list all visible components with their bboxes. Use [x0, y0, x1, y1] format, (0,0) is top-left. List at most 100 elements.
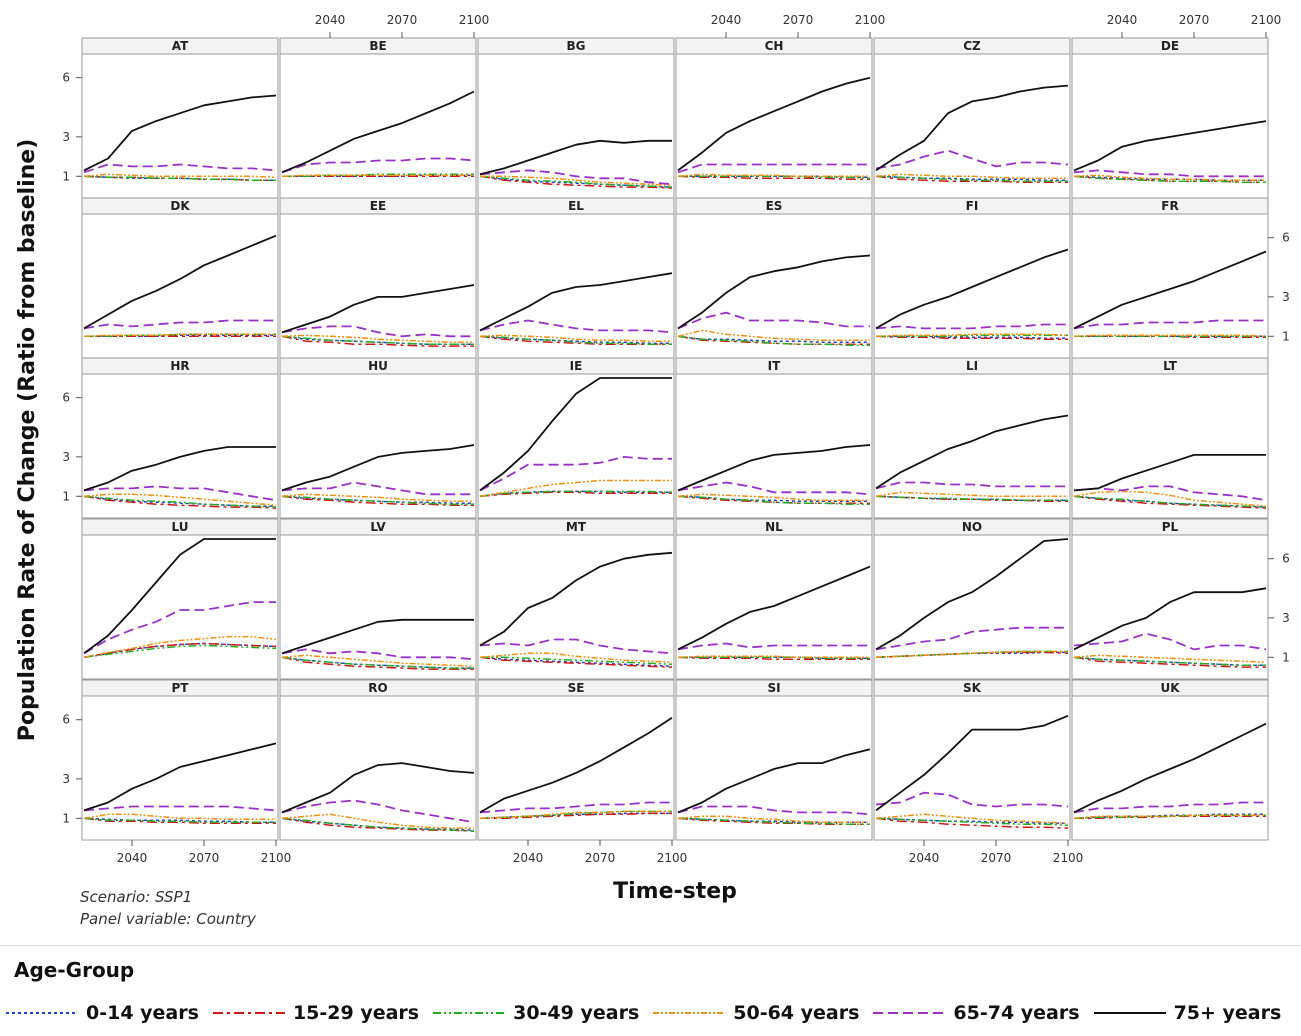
series-line-lu-5	[83, 601, 276, 655]
series-line-cz-5	[875, 149, 1069, 170]
panel-title-it: IT	[768, 359, 781, 373]
y-tick-label: 1	[62, 811, 70, 825]
legend-item: 30-49 years	[433, 1002, 639, 1024]
series-line-si-3	[677, 817, 870, 825]
legend-label: 30-49 years	[513, 1002, 640, 1024]
series-line-hr-3	[83, 495, 277, 508]
series-line-ch-6	[677, 76, 871, 172]
panel-frame-cz	[873, 53, 1071, 199]
panel-title-fr: FR	[1161, 199, 1178, 213]
series-line-ro-6	[281, 762, 475, 814]
series-line-ro-4	[281, 813, 474, 829]
series-line-es-4	[677, 329, 870, 341]
series-line-mt-6	[479, 551, 673, 647]
panel-title-si: SI	[767, 681, 780, 695]
legend-item: 15-29 years	[212, 1002, 419, 1024]
series-line-el-3	[479, 335, 672, 345]
series-line-lt-4	[1073, 490, 1267, 507]
series-line-el-6	[479, 272, 673, 332]
series-line-it-3	[677, 495, 870, 505]
panel-note: Panel variable: Country	[80, 910, 257, 928]
series-line-dk-5	[83, 319, 276, 330]
panel-title-ee: EE	[370, 199, 386, 213]
panel-frame-es	[675, 213, 873, 359]
series-line-cz-3	[875, 175, 1068, 182]
series-line-bg-6	[479, 139, 672, 176]
series-line-at-3	[83, 175, 276, 181]
series-line-se-4	[479, 810, 672, 820]
panel-title-uk: UK	[1160, 681, 1180, 695]
series-line-si-6	[677, 748, 871, 814]
x-tick-label: 2040	[909, 851, 940, 865]
panel-frame-lt	[1071, 373, 1269, 519]
series-line-hu-6	[281, 444, 475, 492]
series-line-fi-5	[875, 323, 1068, 330]
panel-title-ch: CH	[765, 39, 784, 53]
legend-item: 65-74 years	[873, 1002, 1080, 1024]
panel-title-es: ES	[766, 199, 783, 213]
panel-title-cz: CZ	[963, 39, 981, 53]
series-line-ee-5	[281, 325, 474, 338]
series-line-hu-5	[281, 481, 474, 496]
panel-title-at: AT	[172, 39, 189, 53]
y-tick-label: 6	[1282, 231, 1290, 245]
series-line-hr-1	[83, 495, 276, 507]
x-tick-label: 2070	[189, 851, 220, 865]
series-line-es-5	[677, 311, 870, 330]
panel-note: Scenario: SSP1	[80, 888, 192, 906]
x-tick-label: 2040	[315, 13, 346, 27]
series-line-sk-6	[875, 714, 1069, 812]
series-line-li-4	[875, 491, 1068, 498]
series-line-bg-1	[479, 175, 673, 188]
panel-frame-hr	[81, 373, 279, 519]
x-tick-label: 2040	[117, 851, 148, 865]
series-line-se-6	[479, 716, 673, 814]
panel-title-sk: SK	[963, 681, 982, 695]
series-line-lu-1	[83, 642, 277, 659]
series-line-fi-3	[876, 334, 1068, 338]
legend-item: 50-64 years	[653, 1002, 859, 1024]
panel-frame-no	[873, 534, 1071, 680]
series-line-dk-1	[84, 334, 276, 338]
series-line-nl-6	[677, 565, 871, 651]
panel-frame-ee	[279, 213, 477, 359]
series-line-lt-6	[1073, 453, 1266, 492]
series-line-fr-5	[1073, 319, 1266, 330]
panel-frame-el	[477, 213, 675, 359]
series-line-de-6	[1073, 120, 1267, 172]
series-line-cz-4	[875, 173, 1068, 180]
x-tick-label: 2100	[459, 13, 490, 27]
legend-item: 0-14 years	[6, 1002, 199, 1024]
y-tick-label: 6	[62, 71, 70, 85]
series-line-el-4	[479, 334, 672, 342]
series-line-lv-3	[281, 656, 474, 669]
series-line-pt-4	[83, 813, 276, 821]
series-line-nl-4	[677, 655, 870, 659]
series-line-mt-4	[479, 652, 673, 663]
panel-frame-it	[675, 373, 873, 519]
panel-frame-at	[81, 53, 279, 199]
x-tick-label: 2100	[855, 13, 886, 27]
series-line-it-6	[677, 444, 871, 492]
series-line-pl-5	[1073, 632, 1267, 651]
y-tick-label: 6	[62, 713, 70, 727]
series-line-el-5	[479, 319, 673, 334]
series-line-ie-5	[479, 455, 672, 492]
panel-frame-ie	[477, 373, 675, 519]
panel-title-pt: PT	[172, 681, 190, 695]
series-line-nl-5	[677, 642, 870, 651]
legend-swatch	[653, 1012, 726, 1014]
panel-title-pl: PL	[1162, 520, 1179, 534]
series-line-cz-6	[875, 84, 1069, 172]
series-line-at-4	[83, 173, 277, 179]
series-line-nl-3	[678, 656, 870, 660]
y-tick-label: 3	[62, 450, 70, 464]
panel-title-hr: HR	[170, 359, 189, 373]
y-tick-label: 1	[62, 489, 70, 503]
panel-title-ro: RO	[368, 681, 387, 695]
y-tick-label: 3	[1282, 290, 1290, 304]
series-line-sk-3	[875, 817, 1069, 826]
series-line-ro-5	[281, 799, 475, 824]
panel-title-se: SE	[568, 681, 585, 695]
